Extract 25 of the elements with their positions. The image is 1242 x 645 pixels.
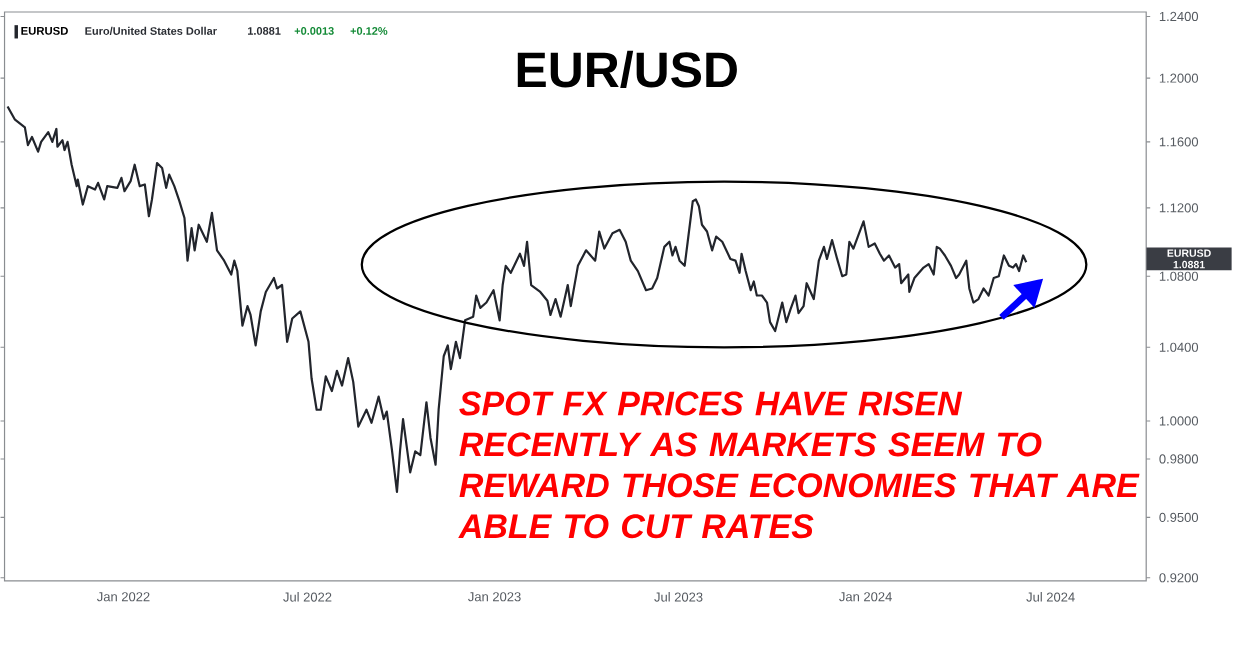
- annotation: Euro/United States Dollar: [85, 27, 217, 36]
- text: EUR/USD: [517, 50, 737, 89]
- y-tick-label: 0.9500: [1159, 512, 1199, 523]
- x-tick-label: Jan 2024: [839, 592, 892, 602]
- x-tick-label: Jul 2022: [283, 592, 332, 602]
- text: 1.0881: [1173, 261, 1205, 269]
- x-tick-label: Jul 2023: [654, 592, 703, 602]
- annotation: +0.0013: [294, 27, 334, 35]
- x-tick-label: Jul 2024: [1026, 592, 1075, 602]
- y-tick-label: 1.2400: [1159, 12, 1199, 22]
- annotation: SPOT FX PRICES HAVE RISEN RECENTLY AS MARKETS SEEM TO REWARD THOSE ECONOMIES THAT ARE ABLE TO CUT RATES: [458, 391, 1140, 539]
- y-tick-label: 1.0800: [1159, 271, 1199, 281]
- x-tick-label: Jan 2022: [97, 592, 150, 602]
- y-tick-label: 1.1600: [1159, 137, 1199, 147]
- y-tick-label: 0.9800: [1159, 454, 1199, 464]
- x-tick-label: Jan 2023: [468, 592, 521, 602]
- text: EURUSD: [1167, 249, 1211, 258]
- y-tick-label: 1.1200: [1159, 203, 1199, 213]
- y-tick-label: 1.0000: [1159, 416, 1199, 426]
- y-tick-label: 1.2000: [1159, 73, 1199, 83]
- annotation: +0.12%: [350, 27, 388, 35]
- legend-label: EURUSD: [21, 27, 68, 36]
- y-tick-label: 1.0400: [1159, 342, 1199, 352]
- annotation: 1.0881: [248, 27, 281, 35]
- y-tick-label: 0.9200: [1159, 573, 1199, 583]
